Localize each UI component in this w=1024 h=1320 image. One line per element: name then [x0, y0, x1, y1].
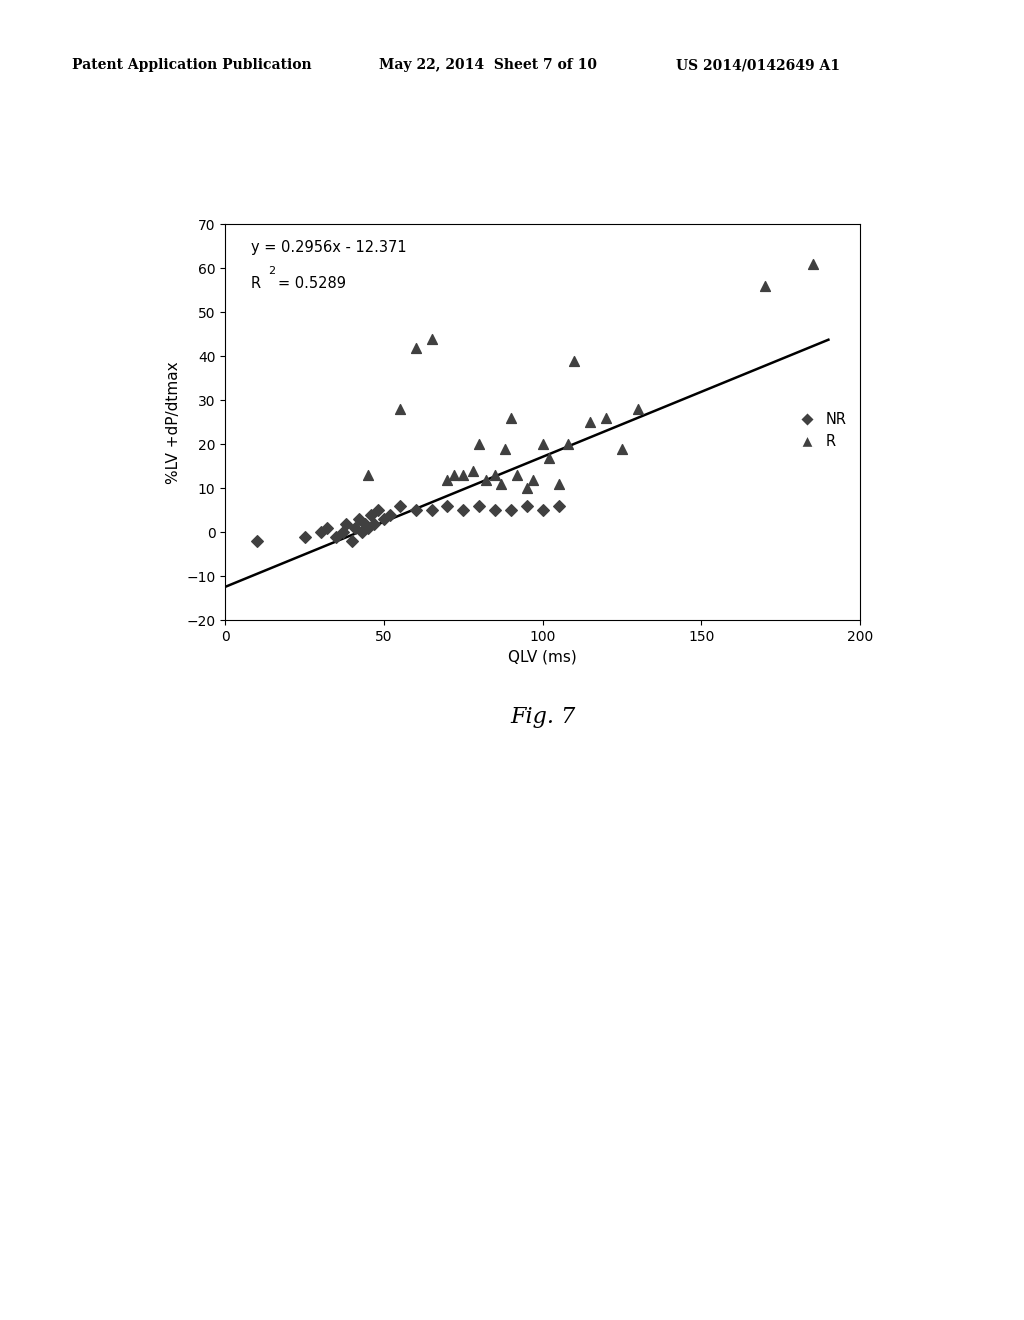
NR — [518, 495, 535, 516]
R — [560, 434, 577, 455]
R — [445, 465, 462, 486]
NR — [297, 527, 313, 548]
R — [598, 408, 614, 429]
Text: Fig. 7: Fig. 7 — [510, 706, 575, 729]
R — [525, 469, 542, 490]
R — [614, 438, 631, 459]
NR — [503, 500, 519, 521]
NR — [535, 500, 551, 521]
NR — [439, 495, 456, 516]
X-axis label: QLV (ms): QLV (ms) — [508, 649, 578, 665]
NR — [318, 517, 335, 539]
NR — [347, 517, 364, 539]
R — [360, 465, 377, 486]
R — [630, 399, 646, 420]
R — [541, 447, 557, 469]
R — [503, 408, 519, 429]
NR — [551, 495, 567, 516]
R — [494, 474, 510, 495]
R — [518, 478, 535, 499]
NR — [424, 500, 440, 521]
Text: 2: 2 — [268, 265, 275, 276]
R — [551, 474, 567, 495]
NR — [249, 531, 265, 552]
R — [477, 469, 494, 490]
NR — [382, 504, 398, 525]
R — [439, 469, 456, 490]
R — [471, 434, 487, 455]
NR — [367, 513, 383, 535]
NR — [344, 531, 360, 552]
R — [487, 465, 504, 486]
NR — [335, 521, 351, 543]
Text: R: R — [251, 276, 261, 290]
R — [497, 438, 513, 459]
R — [535, 434, 551, 455]
NR — [350, 508, 367, 529]
Text: May 22, 2014  Sheet 7 of 10: May 22, 2014 Sheet 7 of 10 — [379, 58, 597, 73]
NR — [364, 504, 380, 525]
R — [566, 350, 583, 371]
R — [408, 337, 424, 358]
NR — [487, 500, 504, 521]
NR — [338, 513, 354, 535]
R — [391, 399, 408, 420]
R — [805, 253, 821, 275]
NR — [408, 500, 424, 521]
R — [582, 412, 598, 433]
NR — [391, 495, 408, 516]
Text: = 0.5289: = 0.5289 — [278, 276, 346, 290]
NR — [455, 500, 471, 521]
Y-axis label: %LV +dP/dtmax: %LV +dP/dtmax — [166, 362, 181, 483]
Legend: NR, R: NR, R — [786, 405, 853, 455]
NR — [328, 527, 344, 548]
R — [757, 276, 773, 297]
NR — [353, 521, 370, 543]
R — [424, 329, 440, 350]
R — [465, 461, 481, 482]
NR — [376, 508, 392, 529]
R — [455, 465, 471, 486]
R — [509, 465, 525, 486]
NR — [370, 500, 386, 521]
NR — [471, 495, 487, 516]
NR — [360, 517, 377, 539]
Text: Patent Application Publication: Patent Application Publication — [72, 58, 311, 73]
NR — [356, 513, 373, 535]
Text: y = 0.2956x - 12.371: y = 0.2956x - 12.371 — [251, 240, 407, 255]
Text: US 2014/0142649 A1: US 2014/0142649 A1 — [676, 58, 840, 73]
NR — [312, 521, 329, 543]
